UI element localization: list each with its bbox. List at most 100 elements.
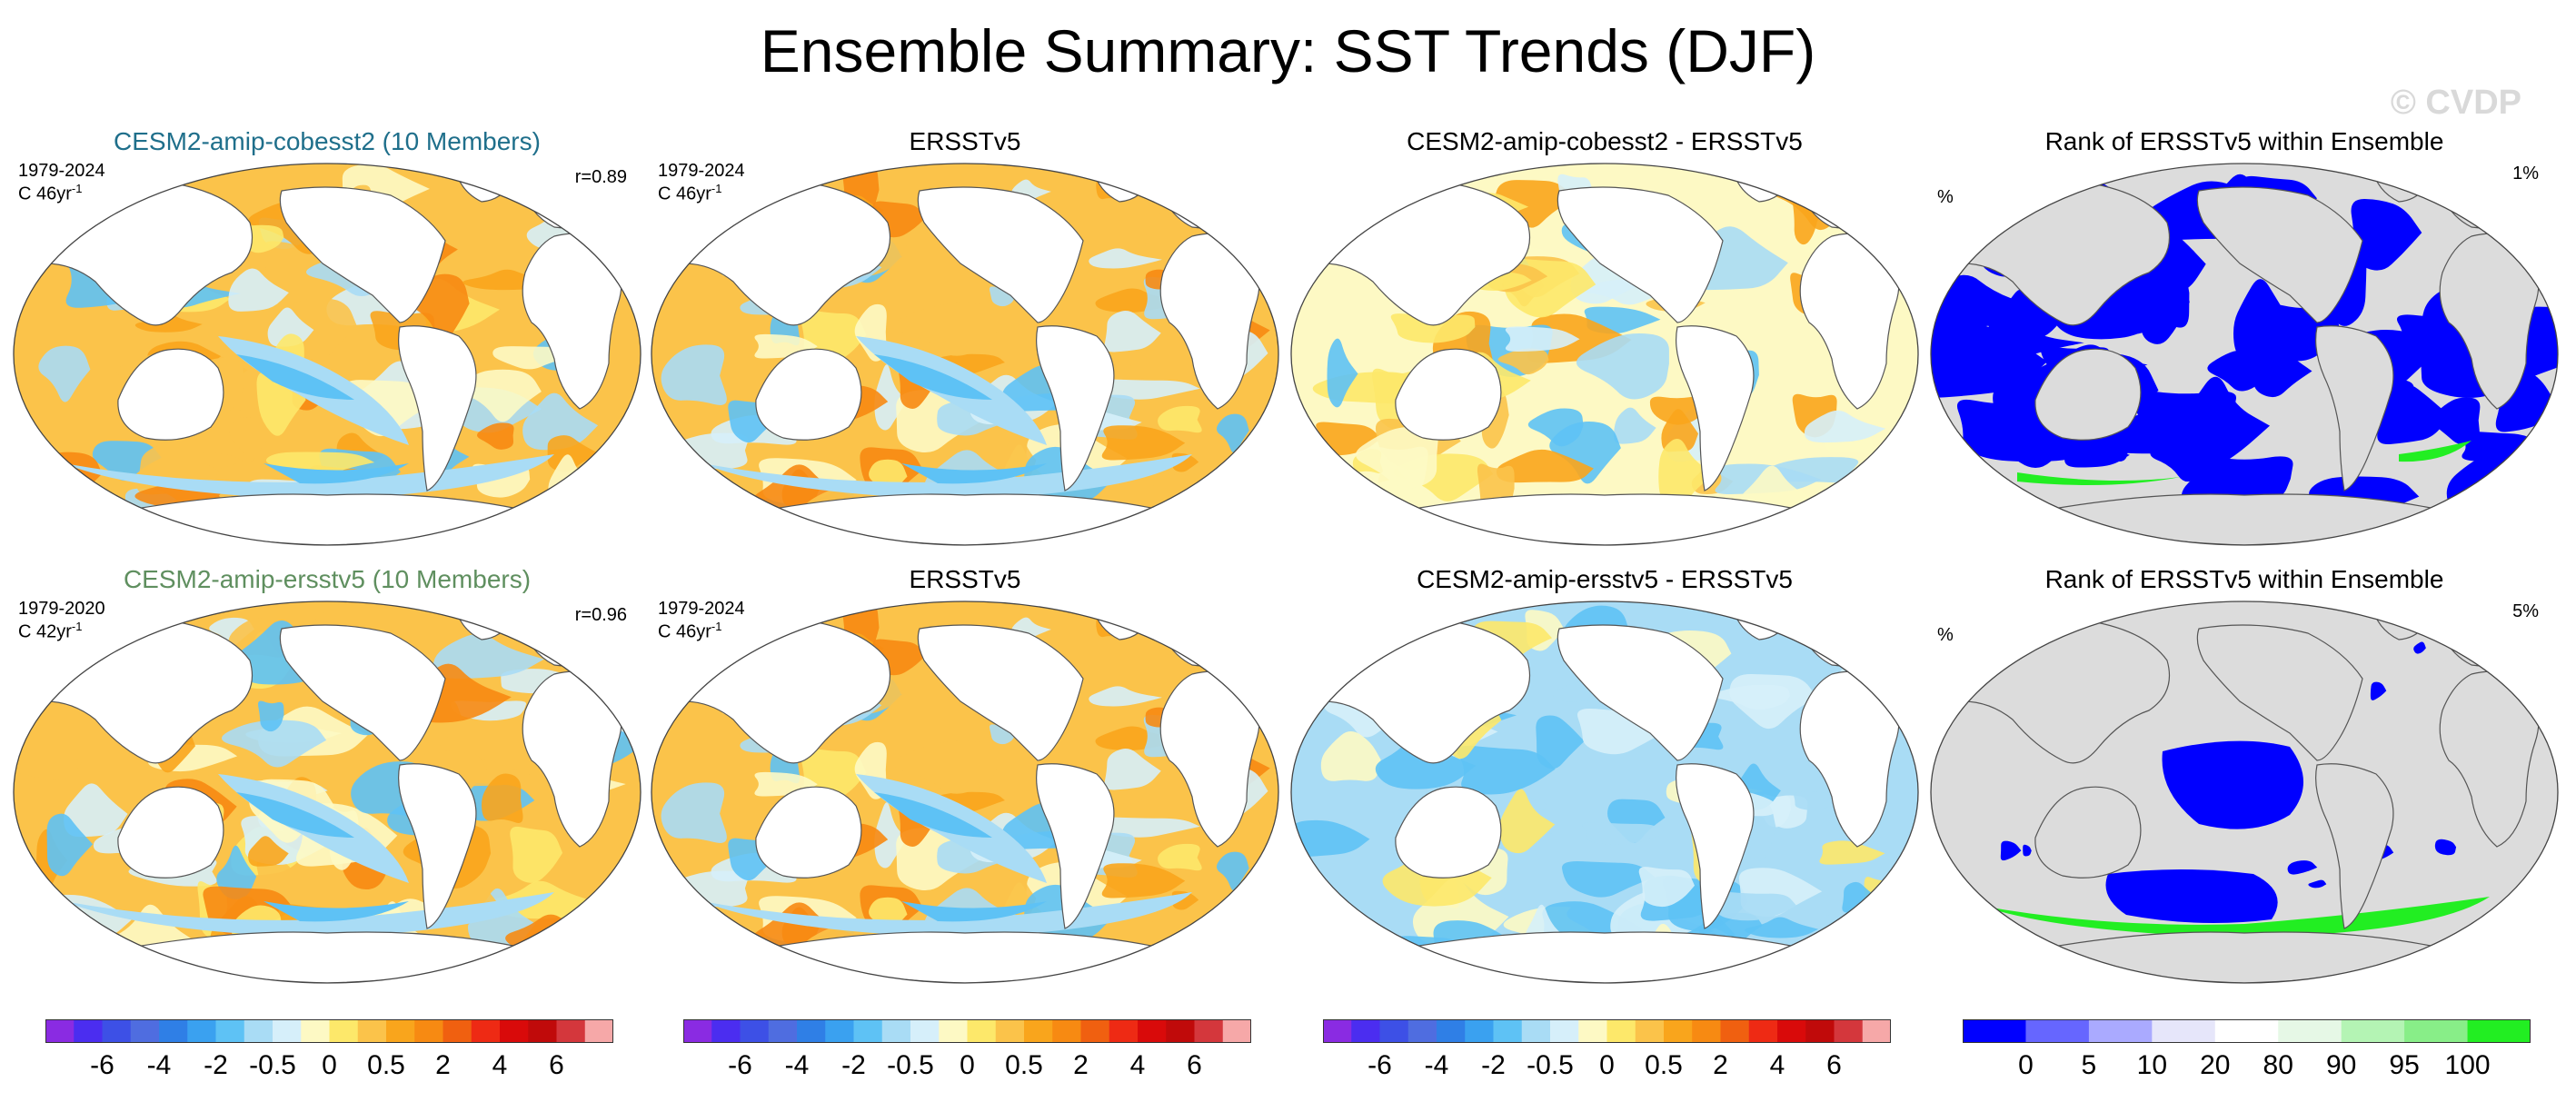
panel-model-row1: CESM2-amip-cobesst2 (10 Members) 1979-20… — [9, 127, 645, 554]
continent-shape — [772, 493, 1158, 545]
colorbar-swatch — [1109, 1019, 1139, 1043]
continent-shape — [1412, 493, 1797, 545]
colorbar-tick-label: 80 — [2263, 1050, 2293, 1080]
colorbar-tick-label: 0 — [2018, 1050, 2034, 1080]
colorbar-tick-label: 2 — [1073, 1050, 1089, 1080]
colorbar-swatch — [1052, 1019, 1081, 1043]
continent-shape — [772, 931, 1158, 983]
colorbar-tick-label: 2 — [1713, 1050, 1728, 1080]
colorbar-tick-label: 20 — [2200, 1050, 2231, 1080]
continent-shape — [279, 186, 446, 323]
colorbar-swatch — [1138, 1019, 1167, 1043]
colorbar-swatch — [1465, 1019, 1494, 1043]
colorbar-swatch — [881, 1019, 911, 1043]
colorbar-swatch — [528, 1019, 557, 1043]
colorbar-swatch — [443, 1019, 472, 1043]
colorbar-swatch — [797, 1019, 826, 1043]
colorbar-swatch — [1194, 1019, 1224, 1043]
continent-shape — [1557, 186, 1724, 323]
continent-shape — [2052, 493, 2437, 545]
colorbar-tick-label: 6 — [549, 1050, 564, 1080]
colorbar-swatch — [584, 1019, 613, 1043]
colorbar-tick-label: 100 — [2444, 1050, 2491, 1080]
continent-shape — [1412, 931, 1797, 983]
continent-shape — [2196, 186, 2363, 323]
colorbar-swatch — [1379, 1019, 1409, 1043]
units-label: C 42yr-1 — [18, 620, 83, 642]
rank-map — [1930, 601, 2559, 984]
colorbar-tick-label: 0.5 — [367, 1050, 405, 1080]
colorbar-swatch — [2025, 1019, 2090, 1043]
continent-shape — [1036, 325, 1115, 491]
colorbar-rank: 0 5 10 20 80 90 95 100 — [1963, 1019, 2531, 1092]
panel-title-obs-row1: ERSSTv5 — [909, 127, 1021, 155]
colorbar-tick-label: 10 — [2136, 1050, 2168, 1080]
units-label: C 46yr-1 — [658, 182, 722, 204]
colorbar-tick-label: 90 — [2325, 1050, 2357, 1080]
panel-diff-row1: CESM2-amip-cobesst2 - ERSSTv5 — [1287, 127, 1923, 554]
continent-shape — [2315, 763, 2394, 929]
colorbar-tick-label: 0.5 — [1645, 1050, 1683, 1080]
colorbar-tick-label: 0 — [322, 1050, 337, 1080]
period-label: 1979-2024 — [658, 161, 745, 181]
colorbar-swatch — [683, 1019, 712, 1043]
colorbar-trend-3: -6 -4 -2 -0.5 0 0.5 2 4 6 — [1323, 1019, 1891, 1092]
panel-title-diff-row2: CESM2-amip-ersstv5 - ERSSTv5 — [1417, 565, 1793, 593]
colorbar-swatch — [1024, 1019, 1053, 1043]
colorbar-swatch — [825, 1019, 854, 1043]
colorbar-tick-label: -2 — [1481, 1050, 1506, 1080]
colorbar-tick-label: 0.5 — [1005, 1050, 1043, 1080]
colorbar-swatch — [215, 1019, 245, 1043]
colorbar-swatch — [1351, 1019, 1380, 1043]
colorbar-swatch — [1834, 1019, 1864, 1043]
sst-trend-map — [13, 601, 642, 984]
colorbar-swatch — [1720, 1019, 1750, 1043]
continent-shape — [1557, 624, 1724, 761]
panel-obs-row2: ERSSTv5 1979-2024 C 46yr-1 — [647, 565, 1283, 992]
colorbar-swatch — [187, 1019, 216, 1043]
colorbar-tick-label: -4 — [784, 1050, 810, 1080]
colorbar-swatch — [500, 1019, 529, 1043]
colorbar-tick-label: -0.5 — [1527, 1050, 1574, 1080]
colorbar-swatch — [1805, 1019, 1835, 1043]
colorbar-swatch — [45, 1019, 75, 1043]
colorbar-trend-2: -6 -4 -2 -0.5 0 0.5 2 4 6 — [683, 1019, 1251, 1092]
continent-shape — [279, 624, 446, 761]
colorbar-tick-label: -6 — [90, 1050, 114, 1080]
sst-diff-map — [1290, 163, 1919, 546]
colorbar-trend-1: -6 -4 -2 -0.5 0 0.5 2 4 6 — [45, 1019, 613, 1092]
cvdp-watermark: © CVDP — [2390, 84, 2521, 122]
colorbar-swatch — [1748, 1019, 1778, 1043]
panel-title-rank-row1: Rank of ERSSTv5 within Ensemble — [2044, 127, 2444, 155]
colorbar-swatch — [329, 1019, 359, 1043]
sst-diff-map — [1290, 601, 1919, 984]
colorbar-tick-label: 6 — [1826, 1050, 1842, 1080]
colorbar-swatch — [1080, 1019, 1110, 1043]
correlation-label: r=0.89 — [574, 167, 627, 187]
colorbar-tick-label: -6 — [728, 1050, 752, 1080]
colorbar-tick-label: -6 — [1368, 1050, 1392, 1080]
colorbar-swatch — [102, 1019, 132, 1043]
panel-diff-row2: CESM2-amip-ersstv5 - ERSSTv5 — [1287, 565, 1923, 992]
colorbar-swatch — [414, 1019, 443, 1043]
colorbar-tick-label: 4 — [1129, 1050, 1146, 1080]
colorbar-tick-label: -4 — [146, 1050, 172, 1080]
panel-title-model-row1: CESM2-amip-cobesst2 (10 Members) — [114, 127, 541, 155]
panel-title-diff-row1: CESM2-amip-cobesst2 - ERSSTv5 — [1407, 127, 1803, 155]
colorbar-swatch — [1777, 1019, 1806, 1043]
colorbar-swatch — [2341, 1019, 2405, 1043]
colorbar-swatch — [1407, 1019, 1437, 1043]
colorbar-swatch — [1323, 1019, 1352, 1043]
colorbar-tick-label: -0.5 — [249, 1050, 296, 1080]
continent-shape — [1395, 786, 1502, 879]
rank-map — [1930, 163, 2559, 546]
continent-shape — [2034, 348, 2142, 441]
colorbar-tick-label: -4 — [1424, 1050, 1449, 1080]
colorbar-swatch — [740, 1019, 770, 1043]
units-label: C 46yr-1 — [658, 620, 722, 642]
colorbar-swatch — [1862, 1019, 1891, 1043]
sst-trend-map — [13, 163, 642, 546]
colorbar-tick-label: 4 — [492, 1050, 508, 1080]
colorbar-swatch — [273, 1019, 302, 1043]
period-label: 1979-2024 — [18, 161, 105, 181]
